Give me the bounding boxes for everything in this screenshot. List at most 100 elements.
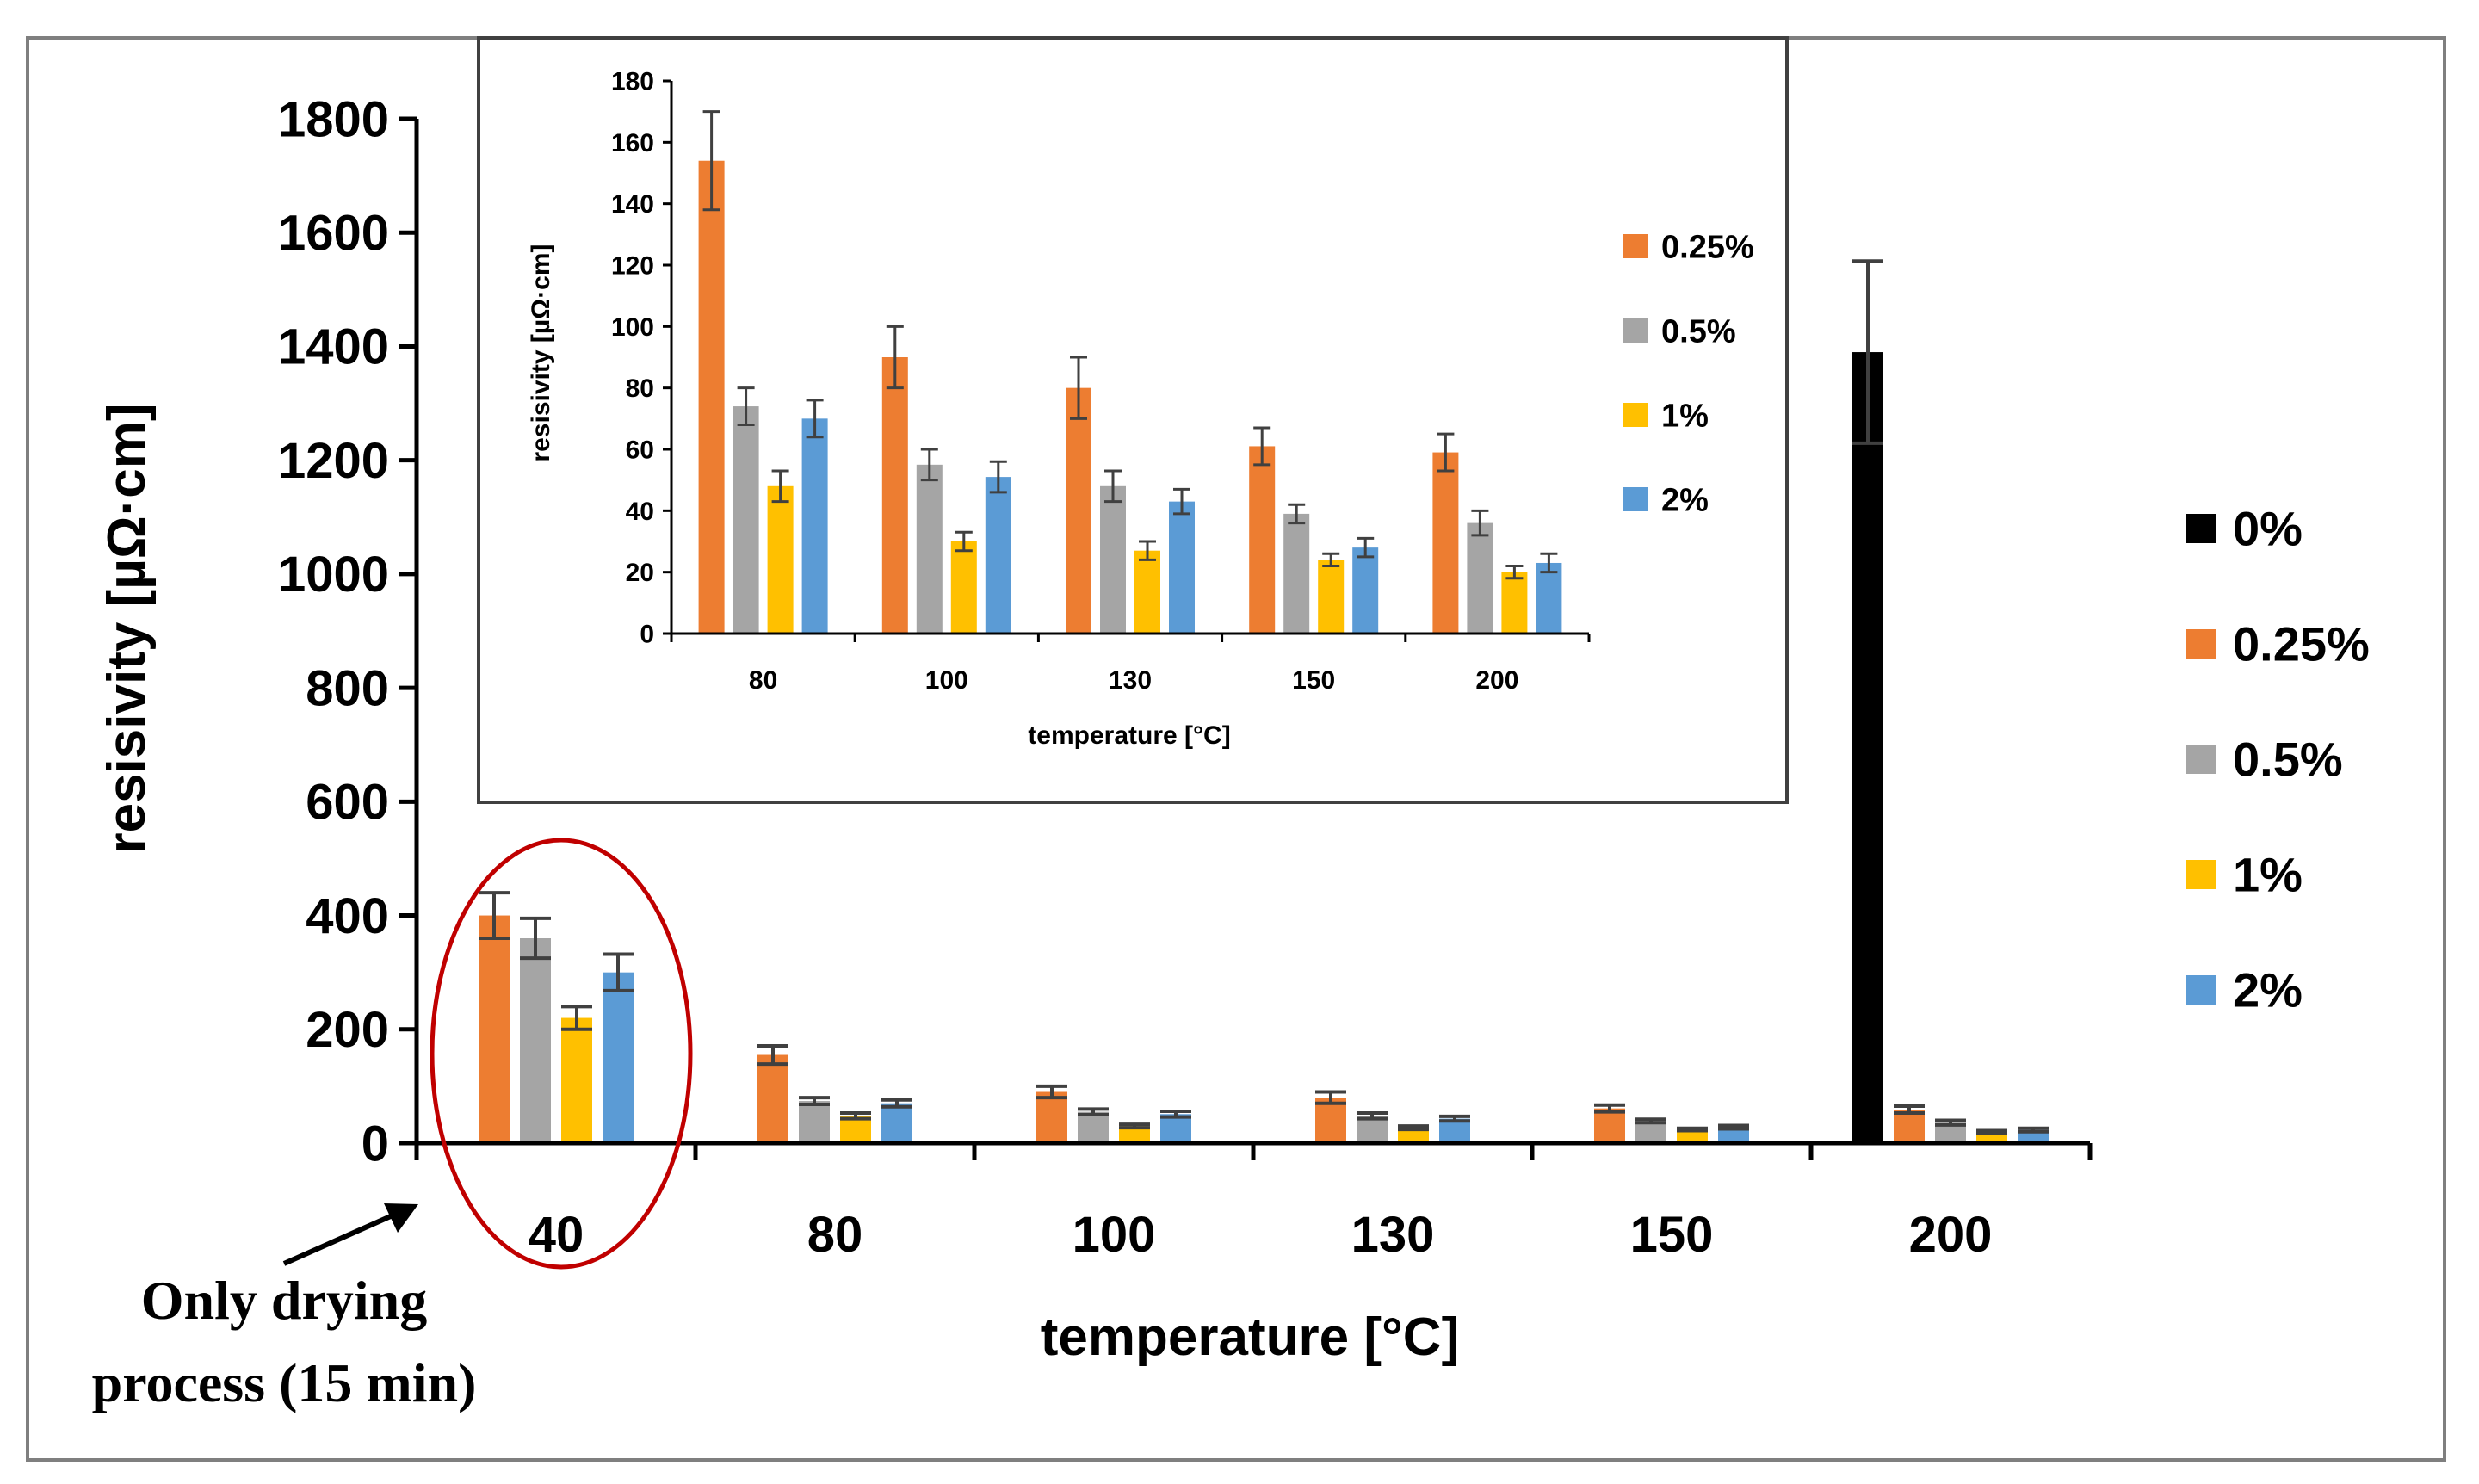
legend-swatch [2186,629,2216,659]
bar [916,464,943,634]
y-tick-label: 0 [362,1116,389,1172]
bar [1134,550,1160,634]
x-tick-label: 40 [529,1207,584,1263]
legend-label: 2% [1661,482,1709,518]
y-tick-label: 40 [626,498,654,526]
legend-label: 0.5% [2233,733,2343,787]
bar [1935,1122,1966,1143]
x-tick-label: 200 [1909,1207,1993,1263]
bar [1315,1098,1346,1143]
bar [757,1054,788,1143]
bar [520,938,551,1143]
annotation-line-2: process (15 min) [92,1352,477,1413]
bar [479,915,510,1143]
x-axis-title: temperature [°C] [1041,1308,1459,1367]
bar [1066,387,1091,634]
annotation-line-1: Only drying [141,1270,428,1331]
legend-swatch [1623,234,1648,258]
x-tick-label: 150 [1292,666,1335,695]
bar [881,357,908,634]
legend-swatch [2186,745,2216,774]
bar [1100,485,1126,634]
bar [801,418,828,634]
y-axis-title: resisivity [µΩ·cm] [97,403,157,853]
bar [767,485,794,634]
bar [1352,547,1379,634]
legend-swatch [2186,514,2216,543]
y-tick-label: 400 [306,888,389,944]
bar [1501,572,1528,634]
bar [1398,1128,1429,1143]
y-tick-label: 160 [611,129,654,158]
bar [1249,446,1276,634]
y-tick-label: 1800 [278,91,389,147]
y-tick-label: 600 [306,775,389,831]
y-tick-label: 200 [306,1002,389,1058]
annotation-arrow [282,1203,418,1266]
legend-label: 0.5% [1661,313,1736,349]
legend-swatch [2186,860,2216,889]
bar [1594,1108,1625,1143]
legend-swatch [1623,318,1648,343]
y-tick-label: 100 [611,313,654,342]
y-tick-label: 140 [611,190,654,219]
legend-label: 0.25% [1661,229,1754,265]
bar [733,406,759,634]
bar [698,160,725,634]
x-tick-label: 100 [1073,1207,1156,1263]
bar [1718,1127,1749,1143]
bar [561,1017,592,1143]
legend-swatch [1623,403,1648,427]
x-tick-label: 130 [1351,1207,1435,1263]
y-tick-label: 0 [640,621,654,649]
legend-swatch [1623,487,1648,511]
y-tick-label: 60 [626,436,654,465]
y-tick-label: 20 [626,559,654,587]
legend-label: 1% [1661,398,1709,434]
bar [1635,1121,1666,1143]
y-tick-label: 180 [611,68,654,96]
bar [985,477,1011,634]
bar [881,1103,912,1143]
bar [1169,501,1195,634]
bar [1439,1118,1470,1143]
legend-label: 0% [2233,502,2303,556]
bar [950,541,977,634]
y-tick-label: 80 [626,374,654,403]
bar [1283,513,1310,634]
bar [1160,1114,1191,1143]
bar [603,972,634,1143]
x-tick-label: 200 [1475,666,1518,695]
bar [1119,1126,1150,1143]
bar [799,1101,830,1143]
bar [1852,352,1883,1143]
x-tick-label: 150 [1630,1207,1714,1263]
x-tick-label: 130 [1109,666,1152,695]
x-tick-label: 80 [807,1207,863,1263]
y-tick-label: 1400 [278,319,389,375]
y-tick-label: 1000 [278,547,389,603]
y-tick-label: 120 [611,252,654,281]
bar [1536,562,1562,634]
y-tick-label: 800 [306,660,389,716]
x-tick-label: 80 [749,666,777,695]
legend-label: 1% [2233,848,2303,902]
inset-chart: 80 100 130 150 200 0 20 40 60 80 100 120 140 160 180 te… [527,68,1754,751]
legend-swatch [2186,975,2216,1005]
legend-label: 2% [2233,963,2303,1017]
bar [1467,522,1493,634]
x-axis-title: temperature [°C] [1028,721,1230,750]
bar [1677,1129,1708,1143]
bar [1036,1091,1067,1143]
bar [1894,1109,1925,1143]
x-tick-label: 100 [925,666,968,695]
main-chart: 40 80 100 130 150 200020040060080010001200140… [97,91,2370,1367]
highlight-ellipse [430,838,693,1270]
y-tick-label: 1600 [278,206,389,262]
y-tick-label: 1200 [278,433,389,489]
inset-frame [477,36,1789,804]
bar [1078,1111,1109,1143]
y-axis-title: resisivity [µΩ·cm] [527,244,555,461]
bar [1432,452,1459,634]
